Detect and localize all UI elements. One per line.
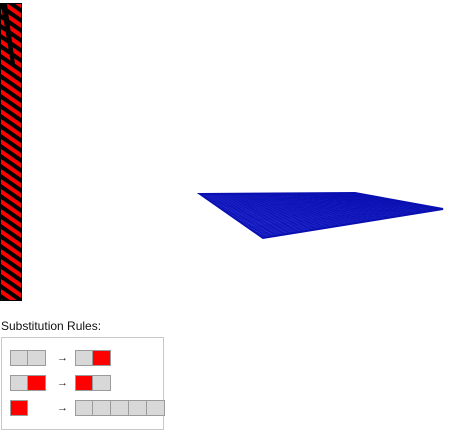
mesh-gridline xyxy=(242,203,415,224)
mesh-gridline xyxy=(236,201,406,220)
rules-panel: → → → xyxy=(1,337,165,430)
strip-stripe xyxy=(1,64,21,83)
rule-3-rhs-cell-1 xyxy=(75,400,93,416)
rule-2-rhs xyxy=(75,375,111,391)
strip-stripe xyxy=(1,234,21,253)
strip-stripe xyxy=(1,214,21,233)
mesh-gridline xyxy=(335,192,421,213)
strip-stripe xyxy=(1,244,21,263)
rules-title: Substitution Rules: xyxy=(1,319,102,333)
rule-1-arrow: → xyxy=(57,352,68,364)
mesh-gridline xyxy=(259,207,439,237)
strip-stripe xyxy=(1,94,21,113)
rule-3-rhs-cell-3 xyxy=(111,400,129,416)
strip-stripe xyxy=(1,124,21,143)
mesh-gridline xyxy=(285,193,363,223)
rule-2-lhs-cell-1 xyxy=(10,375,28,391)
rule-3-rhs-cell-2 xyxy=(93,400,111,416)
rule-1-lhs-cell-1 xyxy=(10,350,28,366)
strip-stripe xyxy=(1,184,21,203)
strip-stripe xyxy=(1,194,21,213)
strip-stripe xyxy=(1,264,21,283)
rule-1-rhs-cell-1 xyxy=(75,350,93,366)
mesh-gridline xyxy=(331,192,417,214)
rule-1-lhs xyxy=(10,350,46,366)
mesh-gridline xyxy=(300,193,381,220)
strip-stripe xyxy=(1,154,21,173)
mesh-gridline xyxy=(292,193,372,221)
rule-2-lhs xyxy=(10,375,46,391)
rule-2-rhs-cell-2 xyxy=(93,375,111,391)
strip-stripe xyxy=(1,284,21,300)
rule-3-rhs-cell-4 xyxy=(129,400,147,416)
mesh-gridline xyxy=(240,203,413,223)
strip-top-wedge xyxy=(1,4,15,64)
mesh-gridline xyxy=(296,193,376,221)
rule-3-arrow: → xyxy=(57,402,68,414)
mesh-gridline xyxy=(253,206,430,232)
strip-stripe xyxy=(1,274,21,293)
mesh-gridline xyxy=(250,205,426,230)
mesh-surface-viewer[interactable] xyxy=(195,185,450,245)
mesh-gridline xyxy=(281,193,358,224)
rule-2-lhs-cell-2 xyxy=(28,375,46,391)
mesh-gridline xyxy=(237,202,408,221)
evolution-strip-graphic xyxy=(1,4,21,300)
strip-stripe xyxy=(1,294,10,300)
rule-1-rhs-cell-2 xyxy=(93,350,111,366)
strip-stripe xyxy=(1,144,21,163)
mesh-gridline xyxy=(247,204,422,228)
mesh-gridline xyxy=(351,192,439,211)
mesh-gridline xyxy=(255,206,433,233)
mesh-gridline xyxy=(244,203,417,226)
mesh-gridline xyxy=(343,192,430,212)
mesh-surface-graphic[interactable] xyxy=(195,185,450,245)
rule-3-rhs-cell-5 xyxy=(147,400,165,416)
mesh-gridline xyxy=(245,204,419,227)
rule-1-rhs xyxy=(75,350,111,366)
mesh-gridline xyxy=(258,207,437,235)
mesh-gridline xyxy=(347,192,435,211)
strip-stripe xyxy=(1,114,21,133)
strip-stripe xyxy=(1,104,21,123)
mesh-gridline xyxy=(251,205,428,231)
strip-stripe xyxy=(1,164,21,183)
rule-3-lhs-cell-1 xyxy=(10,400,28,416)
mesh-gridline xyxy=(231,200,400,217)
rule-2-arrow: → xyxy=(57,377,68,389)
strip-stripe xyxy=(1,174,21,193)
mesh-gridline xyxy=(261,208,441,238)
mesh-gridline xyxy=(239,202,411,222)
rule-3-rhs xyxy=(75,400,165,416)
mesh-gridline xyxy=(234,201,404,219)
strip-stripe xyxy=(1,224,21,243)
strip-stripe xyxy=(1,134,21,153)
evolution-strip xyxy=(0,3,22,301)
mesh-gridline xyxy=(339,192,426,213)
mesh-gridline xyxy=(233,201,402,218)
strip-stripe xyxy=(1,204,21,223)
mesh-gridline xyxy=(256,207,435,234)
strip-stripe xyxy=(1,254,21,273)
mesh-gridline xyxy=(289,193,367,222)
strip-stripe xyxy=(8,4,21,13)
rule-3-lhs xyxy=(10,400,28,416)
rule-2-rhs-cell-1 xyxy=(75,375,93,391)
strip-stripe xyxy=(1,74,21,93)
rule-1-lhs-cell-2 xyxy=(28,350,46,366)
mesh-gridline xyxy=(248,205,424,229)
strip-stripe xyxy=(1,84,21,103)
